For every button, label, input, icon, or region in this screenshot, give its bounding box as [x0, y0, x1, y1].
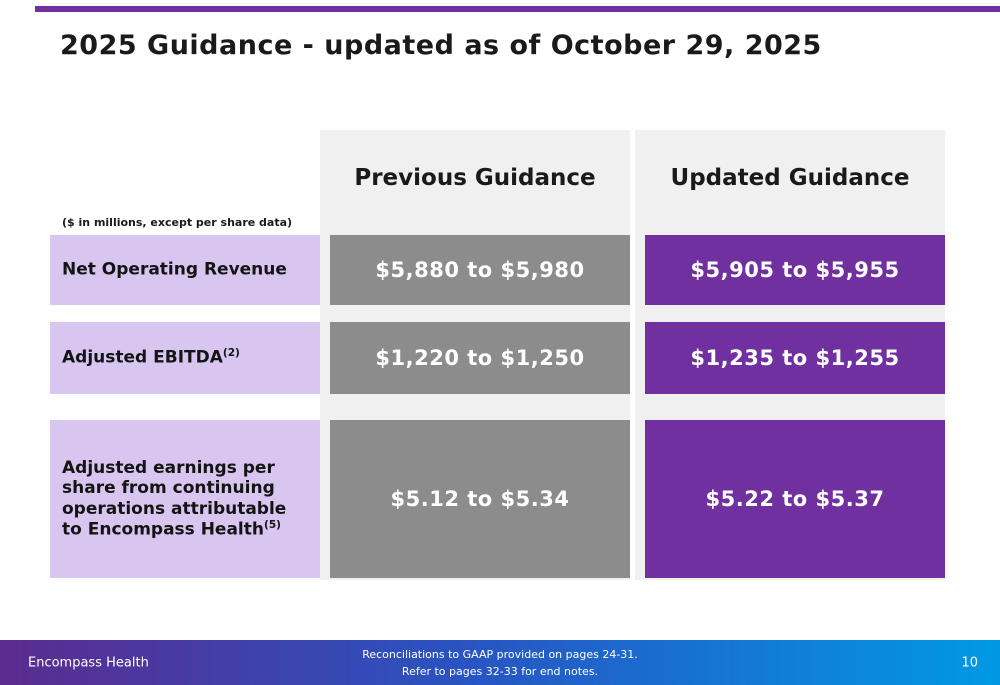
- row-label-text: Adjusted earnings per share from continu…: [62, 457, 287, 540]
- cell-updated-net-operating-revenue: $5,905 to $5,955: [645, 235, 945, 305]
- cell-previous-adjusted-ebitda: $1,220 to $1,250: [330, 322, 630, 394]
- cell-updated-adjusted-ebitda: $1,235 to $1,255: [645, 322, 945, 394]
- footer-note-line-2: Refer to pages 32-33 for end notes.: [401, 664, 599, 678]
- row-label-net-operating-revenue: Net Operating Revenue: [50, 235, 320, 305]
- row-label-adjusted-eps: Adjusted earnings per share from continu…: [50, 420, 320, 578]
- column-header-previous: Previous Guidance: [354, 165, 596, 191]
- row-label-adjusted-ebitda: Adjusted EBITDA(2): [50, 322, 320, 394]
- page-title: 2025 Guidance - updated as of October 29…: [60, 30, 822, 61]
- units-note: ($ in millions, except per share data): [62, 216, 293, 229]
- column-header-updated: Updated Guidance: [670, 165, 910, 191]
- footer-bar: Encompass Health Reconciliations to GAAP…: [0, 640, 1000, 685]
- cell-updated-adjusted-eps: $5.22 to $5.37: [645, 420, 945, 578]
- cell-previous-adjusted-eps: $5.12 to $5.34: [330, 420, 630, 578]
- row-label-footnote: (5): [264, 519, 281, 532]
- cell-previous-net-operating-revenue: $5,880 to $5,980: [330, 235, 630, 305]
- footer-note-line-1: Reconciliations to GAAP provided on page…: [362, 647, 638, 661]
- page-number: 10: [961, 655, 978, 670]
- row-label-text: Net Operating Revenue: [62, 260, 287, 281]
- row-label-footnote: (2): [222, 347, 240, 360]
- row-label-text: Adjusted EBITDA(2): [62, 347, 240, 369]
- footer-brand: Encompass Health: [28, 655, 149, 670]
- footer-notes: Reconciliations to GAAP provided on page…: [362, 645, 638, 679]
- top-accent-bar: [35, 6, 1000, 12]
